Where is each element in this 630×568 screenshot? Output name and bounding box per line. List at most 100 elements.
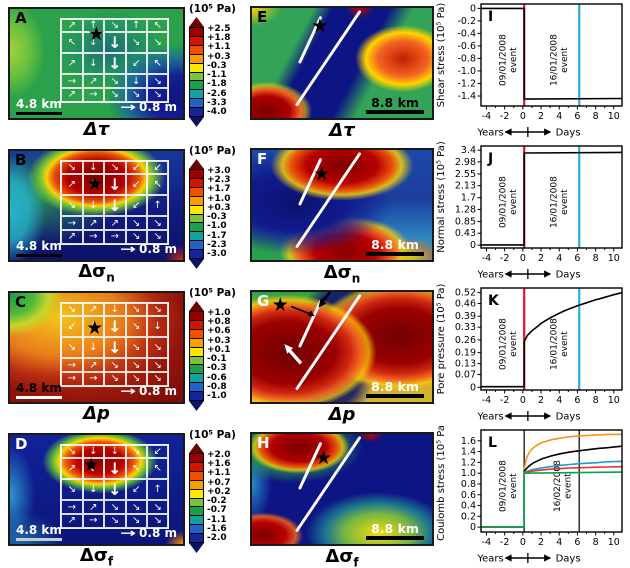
panel-letter-F: F bbox=[257, 150, 268, 168]
vector-arrow-icon: ↘ bbox=[125, 337, 147, 359]
y-axis-label: Pore pressure (10⁵ Pa) bbox=[436, 284, 447, 394]
scale-bar-C: 4.8 km bbox=[16, 380, 62, 399]
colorbar-tick-labels: +3.0 +2.3 +1.7 +1.0 +0.3 -0.3 -1.0 -1.7 -2.3 -3.0 bbox=[207, 167, 230, 259]
y-tick-label: 2.13 bbox=[455, 181, 476, 192]
vector-arrow-icon: ↘ bbox=[125, 316, 147, 338]
arrowhead-left-icon bbox=[504, 128, 512, 136]
fault-line bbox=[295, 294, 362, 390]
colorbar-segment bbox=[190, 240, 203, 250]
fault-line bbox=[295, 10, 362, 106]
map-panel-H: H ★ 8.8 km bbox=[250, 432, 434, 546]
y-tick-label: 0 bbox=[470, 382, 476, 393]
event-label: 16/02/2008event bbox=[553, 460, 574, 512]
plot-border bbox=[480, 429, 623, 533]
y-tick-label: -0.8 bbox=[457, 53, 476, 64]
colorbar-unit: (10⁵ Pa) bbox=[189, 3, 236, 15]
fault-lines bbox=[295, 436, 362, 532]
panel-letter-B: B bbox=[15, 151, 27, 169]
chart-panel-L: 09/01/2008event 16/02/2008event00.20.40.6… bbox=[436, 426, 623, 565]
x-tick-label: 8 bbox=[593, 253, 599, 264]
event-label: 09/01/2008event bbox=[498, 176, 518, 228]
vector-arrow-icon: ↓ bbox=[82, 316, 105, 338]
y-tick-label: 0.19 bbox=[455, 348, 476, 359]
chart-panel-J: 09/01/2008event 16/01/2008event00.430.851… bbox=[436, 142, 623, 281]
x-tick-label: 6 bbox=[574, 253, 580, 264]
fault-lines bbox=[295, 10, 362, 106]
vector-arrow-icon: ↓ bbox=[104, 32, 126, 54]
colorbar-tick: -0.3 bbox=[207, 60, 227, 71]
vector-arrow-icon: ↘ bbox=[61, 160, 83, 175]
vector-arrow-icon: ↑ bbox=[125, 18, 147, 33]
colorbar-tick: +0.3 bbox=[207, 335, 231, 346]
scale-bar-D: 4.8 km bbox=[16, 523, 62, 541]
vector-arrow-icon: ↑ bbox=[146, 195, 169, 217]
vector-arrow-icon: ↘ bbox=[146, 216, 169, 230]
y-tick-label: -1.4 bbox=[457, 91, 476, 102]
annotation-arrowhead bbox=[307, 310, 315, 317]
fault-line bbox=[295, 436, 362, 532]
panel-letter-A: A bbox=[15, 9, 27, 27]
vector-arrow-icon: ↘ bbox=[104, 18, 126, 33]
vector-arrow-icon: ↘ bbox=[146, 500, 169, 514]
colorbar-tick: +2.5 bbox=[207, 24, 231, 34]
panel-letter-E: E bbox=[257, 8, 268, 26]
vector-arrow-icon: ↘ bbox=[104, 371, 126, 386]
scale-label: 8.8 km bbox=[371, 379, 419, 394]
vector-arrow-icon: ↘ bbox=[146, 337, 169, 359]
colorbar-segment bbox=[190, 62, 203, 72]
colorbar-segment bbox=[190, 328, 203, 338]
vector-arrow-icon: ↘ bbox=[125, 229, 147, 244]
vector-arrow-icon: ↘ bbox=[61, 479, 83, 501]
vector-arrow-icon: ↘ bbox=[104, 513, 126, 528]
colorbar-segment bbox=[190, 461, 203, 471]
event-label: 16/01/2008event bbox=[549, 34, 570, 86]
x-axis-days-label: Days bbox=[556, 128, 581, 139]
vector-arrow-icon: ↘ bbox=[146, 302, 169, 317]
y-axis-label: Normal stress (10⁵ Pa) bbox=[436, 142, 447, 253]
vector-arrow-icon: ↘ bbox=[125, 371, 147, 386]
vector-arrow-icon: ↖ bbox=[146, 458, 169, 480]
vector-arrow-icon: ↙ bbox=[125, 160, 147, 175]
panel-letter-D: D bbox=[15, 435, 28, 453]
y-tick-label: 0.2 bbox=[461, 511, 476, 522]
fault-lines bbox=[295, 152, 362, 248]
colorbar-segment bbox=[190, 28, 203, 36]
vector-arrow-icon: ↘ bbox=[125, 302, 147, 317]
colorbar-tick: -0.6 bbox=[207, 372, 227, 383]
annotation-arrowhead bbox=[318, 298, 327, 308]
vector-arrow-icon: ↓ bbox=[104, 302, 126, 317]
y-axis-label: Shear stress (10⁵ Pa) bbox=[436, 3, 447, 108]
arrowhead-right-icon bbox=[544, 554, 552, 562]
fault-line bbox=[295, 152, 362, 248]
colorbar-gradient bbox=[189, 453, 204, 543]
panel-letter-G: G bbox=[257, 292, 270, 310]
plot-area bbox=[481, 146, 622, 248]
colorbar-tick: +3.0 bbox=[207, 166, 231, 176]
y-tick-label: 0.43 bbox=[455, 228, 476, 239]
vector-arrow-icon: ↓ bbox=[104, 195, 126, 217]
vector-arrow-icon: ↓ bbox=[125, 74, 147, 88]
plot-area bbox=[481, 430, 622, 532]
vector-arrow-icon: ↓ bbox=[82, 444, 105, 459]
series-pore-pressure bbox=[481, 291, 622, 388]
scale-label: 4.8 km bbox=[16, 238, 62, 253]
y-tick-label: 1.28 bbox=[455, 204, 476, 215]
colorbar-segment bbox=[190, 80, 203, 90]
colorbar-segment bbox=[190, 170, 203, 178]
vector-arrow-icon: → bbox=[61, 216, 83, 230]
arrow-icon: → bbox=[119, 242, 137, 256]
vector-arrow-icon: ↘ bbox=[104, 358, 126, 372]
colorbar-segment bbox=[190, 454, 203, 462]
scale-bar-line bbox=[366, 252, 424, 256]
chart-panel-K: 09/01/2008event 16/01/2008event00.070.130… bbox=[436, 284, 623, 423]
colorbar-cap-bottom bbox=[189, 117, 204, 127]
x-tick-label: 0 bbox=[520, 111, 526, 122]
plot-area bbox=[481, 288, 622, 390]
y-tick-label: 0.8 bbox=[461, 479, 476, 490]
panel-letter: K bbox=[488, 293, 500, 309]
vector-grid-A: ↗ ↑ ↘ ↑ ↖ ↖ ↓ ↓ ↘ ↘ ↗ ↓ ↓ ↙ ↖ → ↗ ↘ ↓ ↘ ↗ → ↘ ↘ ↘ bbox=[60, 17, 170, 103]
scale-bar-line bbox=[366, 536, 424, 540]
vector-scale-label: 0.8 m bbox=[139, 384, 177, 398]
colorbar-tick: +0.3 bbox=[207, 202, 231, 213]
scale-label: 4.8 km bbox=[16, 380, 62, 395]
